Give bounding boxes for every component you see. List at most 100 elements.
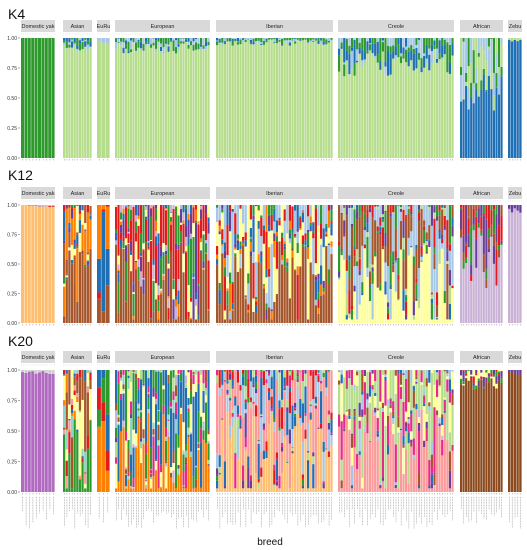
ancestry-segment — [430, 303, 433, 320]
ancestry-segment — [63, 434, 66, 492]
ancestry-segment — [325, 44, 328, 158]
ancestry-segment — [239, 241, 242, 246]
ancestry-segment — [84, 46, 87, 158]
ancestry-segment — [320, 40, 323, 44]
ancestry-segment — [132, 206, 135, 283]
ancestry-segment — [317, 43, 320, 45]
ancestry-segment — [307, 450, 310, 453]
ancestry-segment — [417, 205, 421, 210]
ancestry-segment — [197, 443, 200, 449]
ancestry-segment — [399, 63, 403, 159]
ancestry-segment — [374, 58, 377, 158]
ancestry-segment — [127, 50, 130, 54]
ancestry-segment — [283, 370, 286, 378]
ancestry-segment — [322, 288, 325, 292]
ancestry-segment — [127, 388, 130, 440]
ancestry-segment — [415, 381, 418, 384]
ancestry-segment — [157, 205, 160, 234]
ancestry-segment — [155, 392, 158, 399]
ancestry-segment — [244, 413, 247, 438]
ancestry-segment — [472, 224, 475, 231]
ancestry-segment — [135, 50, 138, 158]
ancestry-segment — [41, 371, 45, 492]
ancestry-segment — [412, 390, 415, 408]
ancestry-segment — [190, 38, 193, 42]
facet-strip — [115, 20, 210, 32]
ancestry-segment — [73, 43, 76, 46]
ancestry-segment — [145, 444, 148, 454]
ancestry-segment — [197, 48, 200, 50]
ancestry-segment — [86, 448, 89, 492]
y-tick-label: 0.25 — [7, 126, 17, 132]
ancestry-segment — [327, 283, 330, 323]
ancestry-segment — [207, 370, 210, 431]
ancestry-segment — [407, 51, 410, 67]
ancestry-segment — [132, 444, 135, 448]
ancestry-segment — [379, 488, 382, 492]
x-axis-title: breed — [257, 537, 283, 548]
ancestry-segment — [371, 55, 374, 159]
ancestry-segment — [202, 45, 205, 48]
ancestry-segment — [428, 402, 431, 407]
ancestry-segment — [490, 378, 493, 492]
ancestry-segment — [275, 38, 278, 41]
ancestry-segment — [162, 52, 165, 158]
facet-creole: Creole — [338, 20, 454, 161]
ancestry-segment — [262, 41, 265, 45]
ancestry-segment — [249, 475, 252, 481]
ancestry-segment — [374, 370, 377, 382]
ancestry-segment — [242, 205, 245, 224]
ancestry-segment — [405, 301, 408, 315]
ancestry-segment — [438, 386, 441, 418]
ancestry-segment — [130, 485, 133, 489]
ancestry-segment — [70, 264, 74, 323]
ancestry-segment — [492, 374, 496, 377]
ancestry-segment — [433, 370, 436, 385]
ancestry-segment — [470, 376, 473, 377]
ancestry-segment — [288, 375, 291, 388]
ancestry-segment — [451, 217, 454, 226]
ancestry-segment — [265, 292, 268, 304]
ancestry-segment — [86, 44, 89, 51]
ancestry-segment — [490, 370, 493, 374]
ancestry-segment — [299, 40, 302, 158]
ancestry-segment — [309, 370, 312, 376]
ancestry-segment — [122, 248, 125, 323]
ancestry-segment — [115, 38, 118, 42]
ancestry-segment — [425, 232, 428, 240]
ancestry-segment — [223, 380, 226, 382]
ancestry-segment — [358, 415, 361, 417]
ancestry-segment — [242, 242, 245, 243]
facet-strip — [97, 20, 110, 32]
ancestry-segment — [516, 205, 519, 211]
ancestry-segment — [127, 371, 130, 376]
ancestry-segment — [417, 298, 421, 309]
ancestry-segment — [368, 301, 372, 323]
ancestry-segment — [301, 205, 304, 211]
ancestry-segment — [299, 227, 302, 230]
ancestry-segment — [167, 319, 170, 323]
ancestry-segment — [252, 377, 255, 378]
ancestry-segment — [223, 371, 226, 373]
ancestry-segment — [180, 208, 183, 223]
ancestry-segment — [180, 224, 183, 232]
ancestry-segment — [374, 412, 377, 416]
ancestry-segment — [195, 38, 198, 40]
ancestry-segment — [296, 274, 299, 320]
ancestry-segment — [402, 373, 405, 375]
ancestry-segment — [268, 373, 271, 376]
ancestry-segment — [480, 80, 483, 90]
ancestry-segment — [350, 50, 354, 70]
ancestry-segment — [265, 231, 268, 270]
ancestry-segment — [152, 370, 155, 388]
ancestry-segment — [236, 234, 239, 239]
ancestry-segment — [443, 39, 446, 45]
ancestry-segment — [402, 237, 405, 250]
ancestry-segment — [273, 417, 276, 422]
ancestry-segment — [152, 45, 155, 158]
ancestry-segment — [275, 485, 278, 492]
ancestry-segment — [223, 486, 226, 489]
ancestry-segment — [125, 473, 128, 474]
ancestry-segment — [482, 376, 485, 387]
ancestry-segment — [190, 318, 193, 320]
